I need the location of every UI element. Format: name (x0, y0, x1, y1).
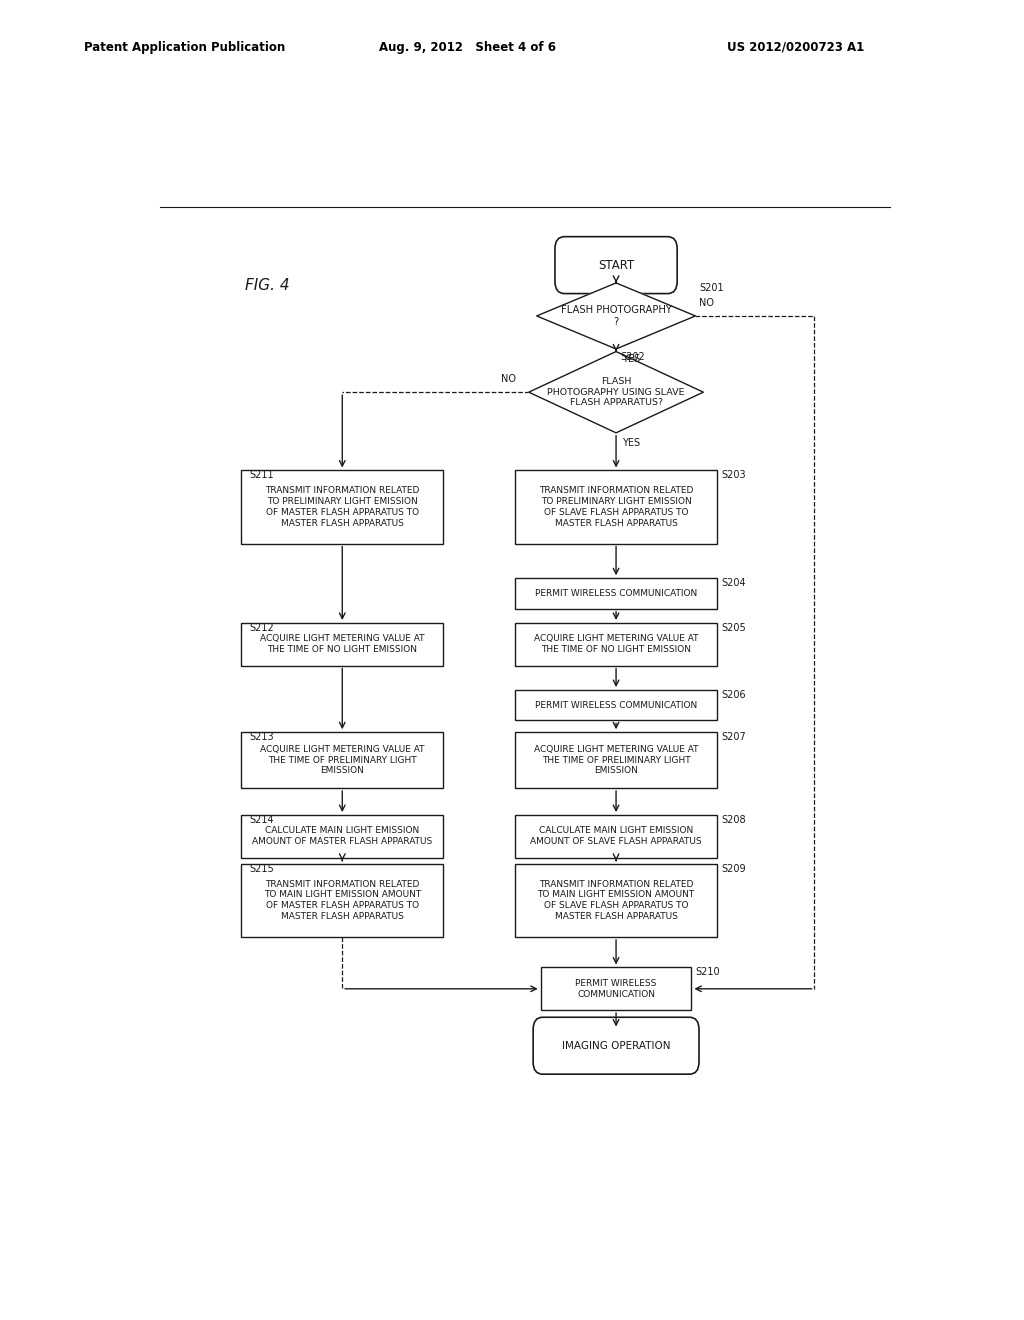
Text: FIG. 4: FIG. 4 (245, 279, 289, 293)
Text: YES: YES (623, 354, 641, 364)
Text: ACQUIRE LIGHT METERING VALUE AT
THE TIME OF PRELIMINARY LIGHT
EMISSION: ACQUIRE LIGHT METERING VALUE AT THE TIME… (534, 744, 698, 775)
Bar (515, 623, 717, 665)
Text: NO: NO (699, 298, 715, 308)
Bar (241, 863, 443, 937)
Text: S215: S215 (249, 863, 273, 874)
FancyBboxPatch shape (534, 1018, 699, 1074)
Text: S208: S208 (721, 814, 745, 825)
Text: CALCULATE MAIN LIGHT EMISSION
AMOUNT OF SLAVE FLASH APPARATUS: CALCULATE MAIN LIGHT EMISSION AMOUNT OF … (530, 826, 701, 846)
Text: S207: S207 (721, 733, 745, 742)
Bar (515, 578, 717, 609)
Text: S201: S201 (699, 282, 724, 293)
Bar (515, 470, 717, 544)
Text: S211: S211 (249, 470, 273, 480)
Text: Aug. 9, 2012   Sheet 4 of 6: Aug. 9, 2012 Sheet 4 of 6 (379, 41, 556, 54)
Bar (241, 623, 443, 665)
Text: S214: S214 (249, 814, 273, 825)
Text: S213: S213 (249, 733, 273, 742)
Text: PERMIT WIRELESS COMMUNICATION: PERMIT WIRELESS COMMUNICATION (535, 701, 697, 710)
Text: S202: S202 (620, 351, 645, 362)
Text: YES: YES (623, 438, 641, 447)
Text: S204: S204 (721, 578, 745, 589)
Text: TRANSMIT INFORMATION RELATED
TO PRELIMINARY LIGHT EMISSION
OF MASTER FLASH APPAR: TRANSMIT INFORMATION RELATED TO PRELIMIN… (265, 486, 420, 528)
Text: CALCULATE MAIN LIGHT EMISSION
AMOUNT OF MASTER FLASH APPARATUS: CALCULATE MAIN LIGHT EMISSION AMOUNT OF … (252, 826, 432, 846)
Bar (515, 690, 717, 721)
Text: IMAGING OPERATION: IMAGING OPERATION (562, 1040, 671, 1051)
Bar (515, 863, 717, 937)
Text: S212: S212 (249, 623, 273, 632)
Text: PERMIT WIRELESS
COMMUNICATION: PERMIT WIRELESS COMMUNICATION (575, 979, 656, 999)
Text: TRANSMIT INFORMATION RELATED
TO MAIN LIGHT EMISSION AMOUNT
OF SLAVE FLASH APPARA: TRANSMIT INFORMATION RELATED TO MAIN LIG… (538, 879, 694, 921)
Text: S209: S209 (721, 863, 745, 874)
Text: FLASH PHOTOGRAPHY
?: FLASH PHOTOGRAPHY ? (560, 305, 672, 327)
Polygon shape (528, 351, 703, 433)
Text: S203: S203 (721, 470, 745, 480)
Bar (241, 733, 443, 788)
Text: ACQUIRE LIGHT METERING VALUE AT
THE TIME OF NO LIGHT EMISSION: ACQUIRE LIGHT METERING VALUE AT THE TIME… (260, 635, 425, 655)
Text: S210: S210 (695, 968, 720, 977)
Text: TRANSMIT INFORMATION RELATED
TO PRELIMINARY LIGHT EMISSION
OF SLAVE FLASH APPARA: TRANSMIT INFORMATION RELATED TO PRELIMIN… (539, 486, 693, 528)
Text: ACQUIRE LIGHT METERING VALUE AT
THE TIME OF NO LIGHT EMISSION: ACQUIRE LIGHT METERING VALUE AT THE TIME… (534, 635, 698, 655)
FancyBboxPatch shape (555, 236, 677, 293)
Polygon shape (537, 282, 695, 348)
Text: ACQUIRE LIGHT METERING VALUE AT
THE TIME OF PRELIMINARY LIGHT
EMISSION: ACQUIRE LIGHT METERING VALUE AT THE TIME… (260, 744, 425, 775)
Text: FLASH
PHOTOGRAPHY USING SLAVE
FLASH APPARATUS?: FLASH PHOTOGRAPHY USING SLAVE FLASH APPA… (547, 378, 685, 408)
Bar (515, 733, 717, 788)
Text: START: START (598, 259, 634, 272)
Bar (541, 968, 691, 1010)
Text: NO: NO (501, 374, 516, 384)
Text: US 2012/0200723 A1: US 2012/0200723 A1 (727, 41, 864, 54)
Text: Patent Application Publication: Patent Application Publication (84, 41, 286, 54)
Bar (515, 814, 717, 858)
Text: TRANSMIT INFORMATION RELATED
TO MAIN LIGHT EMISSION AMOUNT
OF MASTER FLASH APPAR: TRANSMIT INFORMATION RELATED TO MAIN LIG… (263, 879, 421, 921)
Bar (241, 814, 443, 858)
Text: S206: S206 (721, 690, 745, 700)
Bar (241, 470, 443, 544)
Text: PERMIT WIRELESS COMMUNICATION: PERMIT WIRELESS COMMUNICATION (535, 589, 697, 598)
Text: S205: S205 (721, 623, 745, 632)
